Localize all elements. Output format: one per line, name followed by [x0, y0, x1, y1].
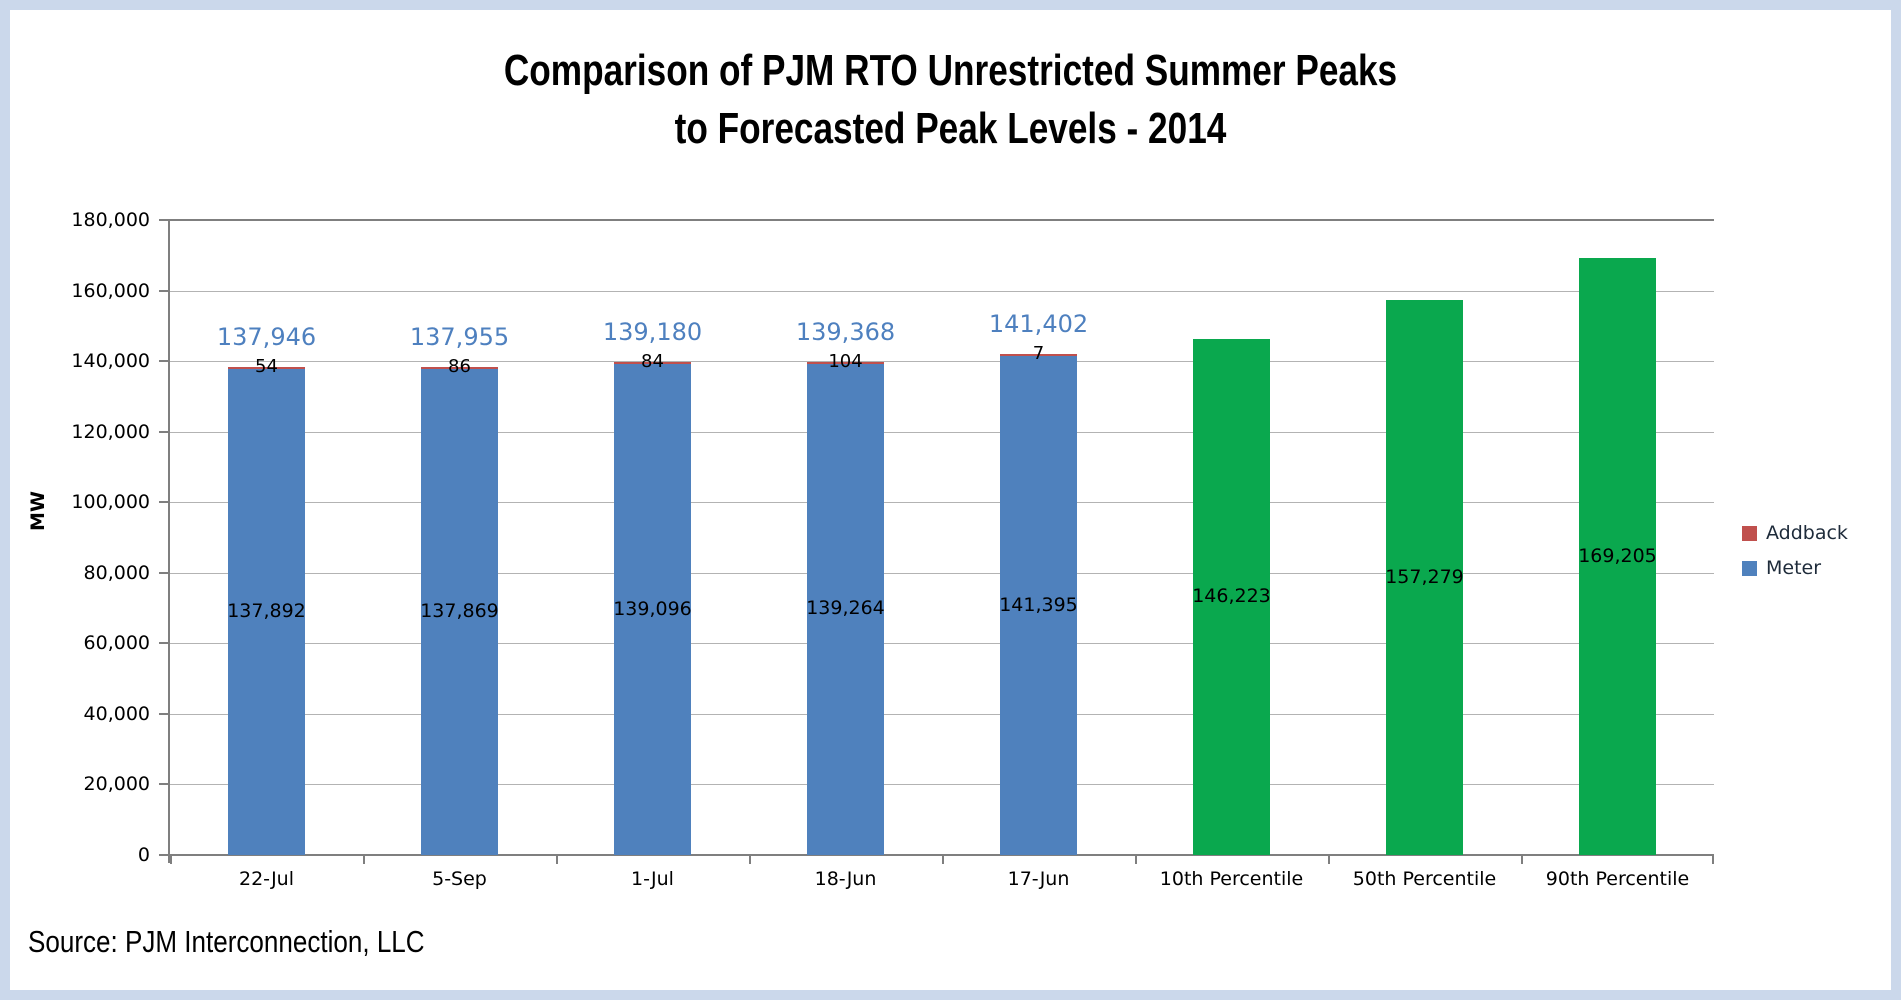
y-axis-tick	[159, 642, 170, 645]
bar-meter-segment	[421, 368, 498, 855]
gridline	[170, 713, 1714, 715]
bar-meter-segment	[807, 363, 884, 855]
bar-forecast-segment	[1579, 258, 1656, 855]
legend-item-meter: Meter	[1742, 557, 1848, 579]
bar-addback-segment	[421, 366, 498, 369]
y-axis-tick	[159, 501, 170, 504]
legend: Addback Meter	[1742, 522, 1848, 592]
gridline	[170, 361, 1714, 363]
y-axis-tick	[159, 783, 170, 786]
y-axis-tick-label: 60,000	[83, 632, 150, 655]
y-axis-tick-label: 160,000	[71, 279, 150, 302]
x-axis-tick	[363, 855, 365, 864]
gridline	[170, 431, 1714, 433]
x-axis-tick	[1328, 855, 1330, 864]
y-axis-tick-label: 100,000	[71, 491, 150, 514]
y-axis-tick-label: 20,000	[83, 773, 150, 796]
bar-addback-segment	[614, 362, 691, 365]
bar-forecast-segment	[1193, 339, 1270, 855]
bar-total-label: 139,368	[795, 317, 896, 346]
x-axis-category-label: 18-Jun	[814, 868, 877, 890]
y-axis-tick	[159, 219, 170, 221]
bar-total-label: 141,402	[988, 310, 1089, 339]
gridline	[170, 502, 1714, 504]
addback-swatch-icon	[1742, 525, 1757, 541]
y-axis-tick-label: 80,000	[83, 561, 150, 584]
meter-swatch-icon	[1742, 560, 1757, 576]
bar-addback-segment	[228, 366, 305, 369]
y-axis-tick	[159, 430, 170, 433]
plot-area: 180,000 160,000 140,000 120,000 100,000 80,00…	[71, 209, 1714, 890]
gridline	[170, 572, 1714, 574]
y-axis-tick	[159, 360, 170, 363]
x-axis-tick	[1135, 855, 1137, 864]
bar-meter-value-label: 141,395	[999, 593, 1078, 616]
bar-meter-value-label: 137,869	[420, 599, 499, 622]
bar-total-label: 137,955	[409, 322, 510, 351]
chart-title-line1: Comparison of PJM RTO Unrestricted Summe…	[503, 46, 1398, 95]
y-axis-tick-label: 120,000	[71, 420, 150, 443]
legend-label-meter: Meter	[1766, 557, 1822, 579]
bar-meter-segment	[614, 364, 691, 855]
source-note: Source: PJM Interconnection, LLC	[28, 924, 425, 959]
gridline	[170, 643, 1714, 645]
chart-title: Comparison of PJM RTO Unrestricted Summe…	[190, 42, 1711, 158]
bar-forecast-value-label: 146,223	[1192, 585, 1271, 608]
bar-meter-value-label: 139,264	[806, 597, 885, 620]
bar-addback-value-label: 7	[1032, 343, 1045, 365]
x-axis-category-label: 17-Jun	[1007, 868, 1070, 890]
y-axis-tick	[159, 712, 170, 715]
y-axis-line	[168, 220, 170, 863]
x-axis-tick	[1712, 855, 1714, 864]
gridline	[170, 290, 1714, 292]
y-axis-tick	[159, 854, 170, 856]
x-axis-tick	[749, 855, 751, 864]
y-axis-tick	[159, 289, 170, 292]
x-axis-tick	[170, 855, 172, 864]
bar-meter-value-label: 139,096	[613, 597, 692, 620]
y-axis-tick-label: 140,000	[71, 350, 150, 373]
bar-addback-value-label: 54	[255, 355, 278, 377]
x-axis-category-label: 50th Percentile	[1352, 868, 1497, 890]
gridline	[170, 784, 1714, 786]
bar-addback-segment	[1000, 354, 1077, 357]
x-axis-category-label: 5-Sep	[432, 868, 487, 890]
bar-total-label: 137,946	[216, 322, 317, 351]
y-axis-tick-label: 40,000	[83, 702, 150, 725]
chart-title-line2: to Forecasted Peak Levels - 2014	[674, 104, 1227, 153]
x-axis-tick	[942, 855, 944, 864]
x-axis-category-label: 22-Jul	[238, 868, 294, 890]
bar-forecast-value-label: 157,279	[1385, 565, 1464, 588]
bar-forecast-value-label: 169,205	[1578, 544, 1657, 567]
bar-addback-value-label: 86	[448, 355, 471, 377]
x-axis-category-label: 90th Percentile	[1545, 868, 1690, 890]
bar-meter-segment	[1000, 356, 1077, 855]
x-axis-category-label: 1-Jul	[631, 868, 674, 890]
bar-addback-value-label: 104	[828, 350, 863, 372]
y-axis-tick-label: 180,000	[71, 209, 150, 231]
chart-canvas	[10, 10, 1891, 990]
y-axis-tick	[159, 571, 170, 574]
bar-meter-segment	[228, 368, 305, 855]
bar-total-label: 139,180	[602, 318, 703, 347]
gridline	[170, 219, 1714, 221]
x-axis-tick	[1521, 855, 1523, 864]
bar-addback-value-label: 84	[641, 351, 664, 373]
x-axis-category-label: 10th Percentile	[1159, 868, 1304, 890]
bar-addback-segment	[807, 361, 884, 364]
y-axis-tick-label: 0	[137, 844, 150, 866]
x-axis-tick	[556, 855, 558, 864]
bar-forecast-segment	[1386, 300, 1463, 855]
bar-meter-value-label: 137,892	[227, 599, 306, 622]
legend-item-addback: Addback	[1742, 522, 1848, 544]
legend-label-addback: Addback	[1766, 522, 1848, 544]
